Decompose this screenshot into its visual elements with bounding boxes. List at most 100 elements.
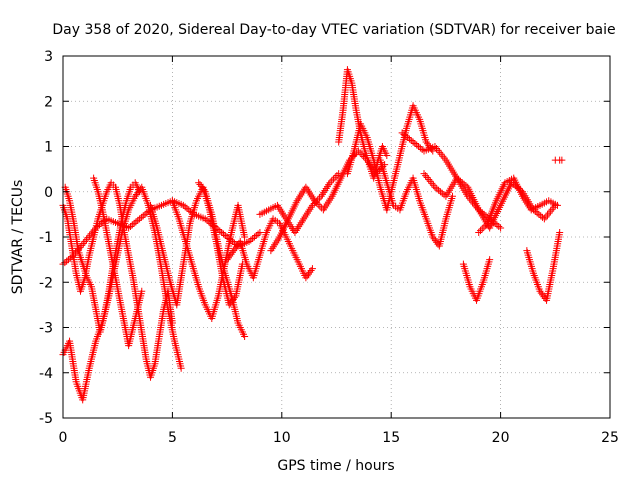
series-arc-17 [459,256,494,304]
data-point [433,185,441,193]
data-point [196,181,204,189]
data-point [402,132,410,140]
data-point [326,179,334,187]
data-point [333,171,341,179]
data-point [533,209,541,217]
data-point [179,201,187,209]
data-point [556,228,564,236]
data-point [145,207,153,215]
data-point [358,151,366,159]
data-point [141,210,149,218]
x-tick-label: 15 [382,430,400,446]
y-tick-label: 3 [44,49,53,65]
data-point [404,133,412,141]
data-point [329,175,337,183]
data-point [400,130,408,138]
y-tick-label: 2 [44,94,53,110]
data-point [245,238,253,246]
data-point [455,176,463,184]
data-point [482,221,490,229]
data-point [436,188,444,196]
data-point [478,225,486,233]
data-point [131,192,139,200]
series-arc-9 [223,215,316,282]
data-point [226,252,234,260]
data-point [493,221,501,229]
x-tick-label: 20 [492,430,510,446]
data-point [308,201,316,209]
data-point [475,228,483,236]
series-arc-14 [376,156,456,250]
data-point [64,256,72,264]
data-point [405,135,413,143]
data-point [328,177,336,185]
data-point [68,253,76,261]
y-axis-label: SDTVAR / TECUs [10,180,26,295]
data-point [460,180,468,188]
series-arc-5 [90,174,146,350]
data-point [126,222,134,230]
data-point [418,146,426,154]
data-point [234,241,242,249]
series-arc-4 [59,197,264,268]
data-point [497,224,505,232]
data-point [181,203,189,211]
data-point [136,215,144,223]
series-arc-3 [61,179,144,336]
data-point [63,257,71,265]
data-point [195,179,203,187]
data-point [177,364,185,372]
data-point [331,173,339,181]
data-point [422,138,430,146]
data-point [252,231,260,239]
data-point [480,223,488,231]
data-point [132,218,140,226]
data-point [139,212,147,220]
data-point [440,191,448,199]
data-point [134,216,142,224]
y-tick-label: -5 [39,411,53,427]
data-point [448,192,456,200]
y-axis-tick-labels: -5 -4 -3 -2 -1 0 1 2 3 [39,49,53,427]
data-point [415,143,423,150]
data-point [92,224,100,232]
data-point [398,129,406,137]
data-point [480,210,488,218]
series-arc-18 [475,174,561,236]
data-point [476,227,484,235]
data-point [228,248,236,256]
y-tick-label: 0 [44,185,53,201]
series-arc-11 [267,147,389,255]
data-point [535,210,543,218]
data-point [411,139,419,147]
data-point [314,200,322,208]
data-point [304,270,312,278]
data-point [247,236,255,244]
data-point [430,235,438,243]
data-point [221,231,229,239]
data-point [312,199,320,207]
x-tick-label: 25 [601,430,619,446]
x-tick-label: 0 [59,430,68,446]
data-point [241,233,249,241]
data-point [249,235,257,243]
data-point [216,227,224,235]
data-point [536,287,544,295]
data-point [95,221,103,229]
data-point [537,289,545,297]
chart-title: Day 358 of 2020, Sidereal Day-to-day VTE… [52,22,615,38]
x-tick-label: 10 [273,430,291,446]
data-point [537,212,545,220]
data-point [197,182,205,190]
series-arc-7 [168,197,249,322]
series-arc-19 [523,228,564,304]
data-point [409,138,417,146]
data-point [201,215,209,223]
data-point [66,254,74,262]
data-point [558,156,566,164]
data-point [218,228,226,236]
data-point [453,174,461,182]
y-tick-label: -1 [39,230,53,246]
